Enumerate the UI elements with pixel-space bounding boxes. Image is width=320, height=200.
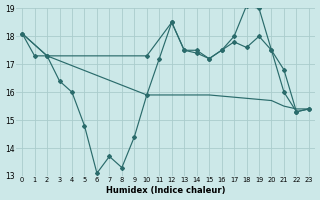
X-axis label: Humidex (Indice chaleur): Humidex (Indice chaleur)	[106, 186, 225, 195]
